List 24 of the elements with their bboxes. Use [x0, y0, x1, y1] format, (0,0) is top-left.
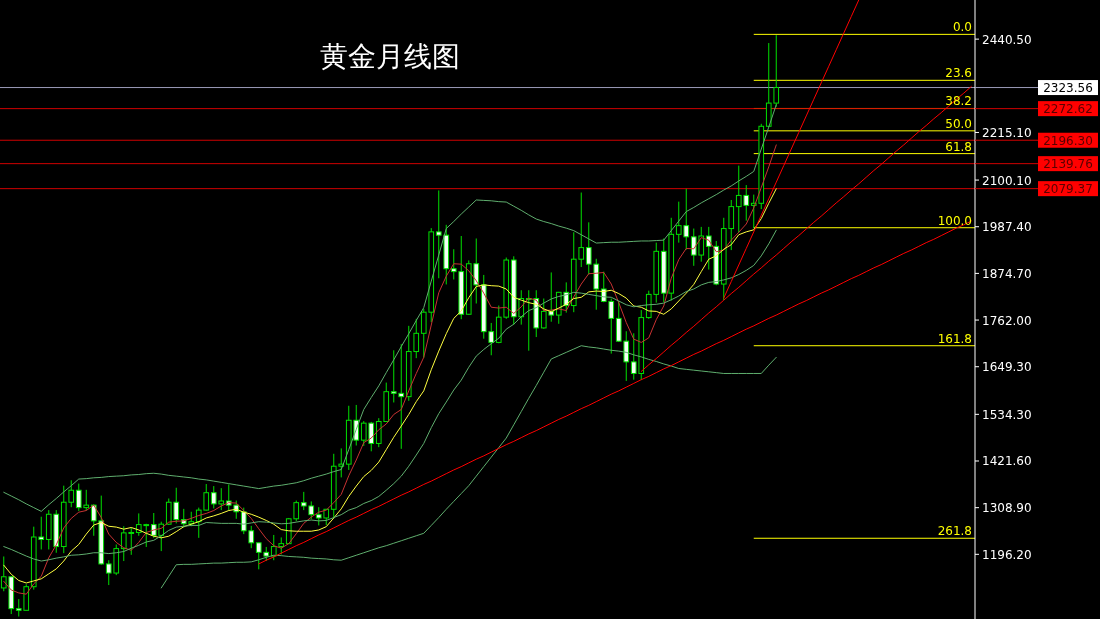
y-tick-label: 2440.50: [982, 32, 1032, 47]
y-tick-label: 1534.30: [982, 407, 1032, 422]
annotation: 161.8: [937, 331, 972, 346]
y-tick-label: 1762.00: [982, 313, 1032, 328]
annotation: 100.0: [937, 213, 972, 228]
y-tick-label: 1874.70: [982, 266, 1032, 281]
y-tick-label: 1987.40: [982, 220, 1032, 235]
y-tick-label: 1421.60: [982, 454, 1032, 469]
annotation: 61.8: [945, 139, 972, 154]
ref-line-label: 2272.62: [1043, 102, 1093, 117]
y-tick-label: 1196.20: [982, 547, 1032, 562]
ref-line-label: 2323.56: [1043, 81, 1093, 96]
y-tick-label: 1308.90: [982, 501, 1032, 516]
annotation: 0.0: [952, 20, 972, 35]
y-tick-label: 2100.10: [982, 173, 1032, 188]
ref-line-label: 2079.37: [1043, 182, 1093, 197]
annotation: 261.8: [937, 524, 972, 539]
annotation: 50.0: [945, 116, 972, 131]
text: 黄金月线图: [320, 40, 460, 73]
annotation: 23.6: [945, 66, 972, 81]
y-tick-label: 1649.30: [982, 360, 1032, 375]
y-tick-label: 2215.10: [982, 125, 1032, 140]
ref-line-label: 2196.30: [1043, 133, 1093, 148]
ref-line-label: 2139.76: [1043, 157, 1093, 172]
